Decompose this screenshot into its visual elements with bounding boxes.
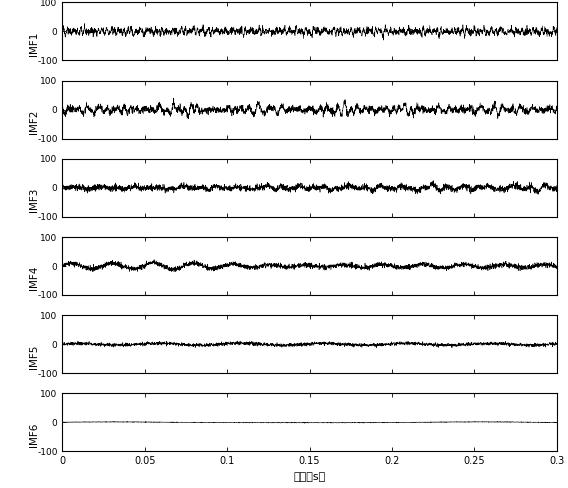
X-axis label: 时间（s）: 时间（s） [294, 472, 325, 482]
Y-axis label: IMF1: IMF1 [30, 31, 39, 56]
Y-axis label: IMF2: IMF2 [30, 110, 39, 134]
Y-axis label: IMF3: IMF3 [30, 188, 39, 212]
Y-axis label: IMF6: IMF6 [30, 423, 39, 447]
Y-axis label: IMF5: IMF5 [30, 344, 39, 368]
Y-axis label: IMF4: IMF4 [30, 266, 39, 290]
